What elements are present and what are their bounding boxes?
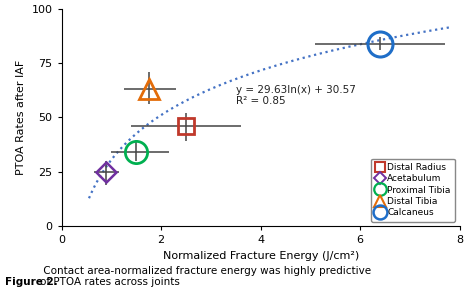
- Y-axis label: PTOA Rates after IAF: PTOA Rates after IAF: [16, 60, 26, 175]
- Text: Figure 2.: Figure 2.: [5, 277, 57, 287]
- Text: Contact area-normalized fracture energy was highly predictive
of PTOA rates acro: Contact area-normalized fracture energy …: [40, 266, 372, 287]
- Text: y = 29.63ln(x) + 30.57
R² = 0.85: y = 29.63ln(x) + 30.57 R² = 0.85: [236, 85, 356, 106]
- Legend: Distal Radius, Acetabulum, Proximal Tibia, Distal Tibia, Calcaneus: Distal Radius, Acetabulum, Proximal Tibi…: [371, 159, 455, 222]
- X-axis label: Normalized Fracture Energy (J/cm²): Normalized Fracture Energy (J/cm²): [163, 251, 359, 261]
